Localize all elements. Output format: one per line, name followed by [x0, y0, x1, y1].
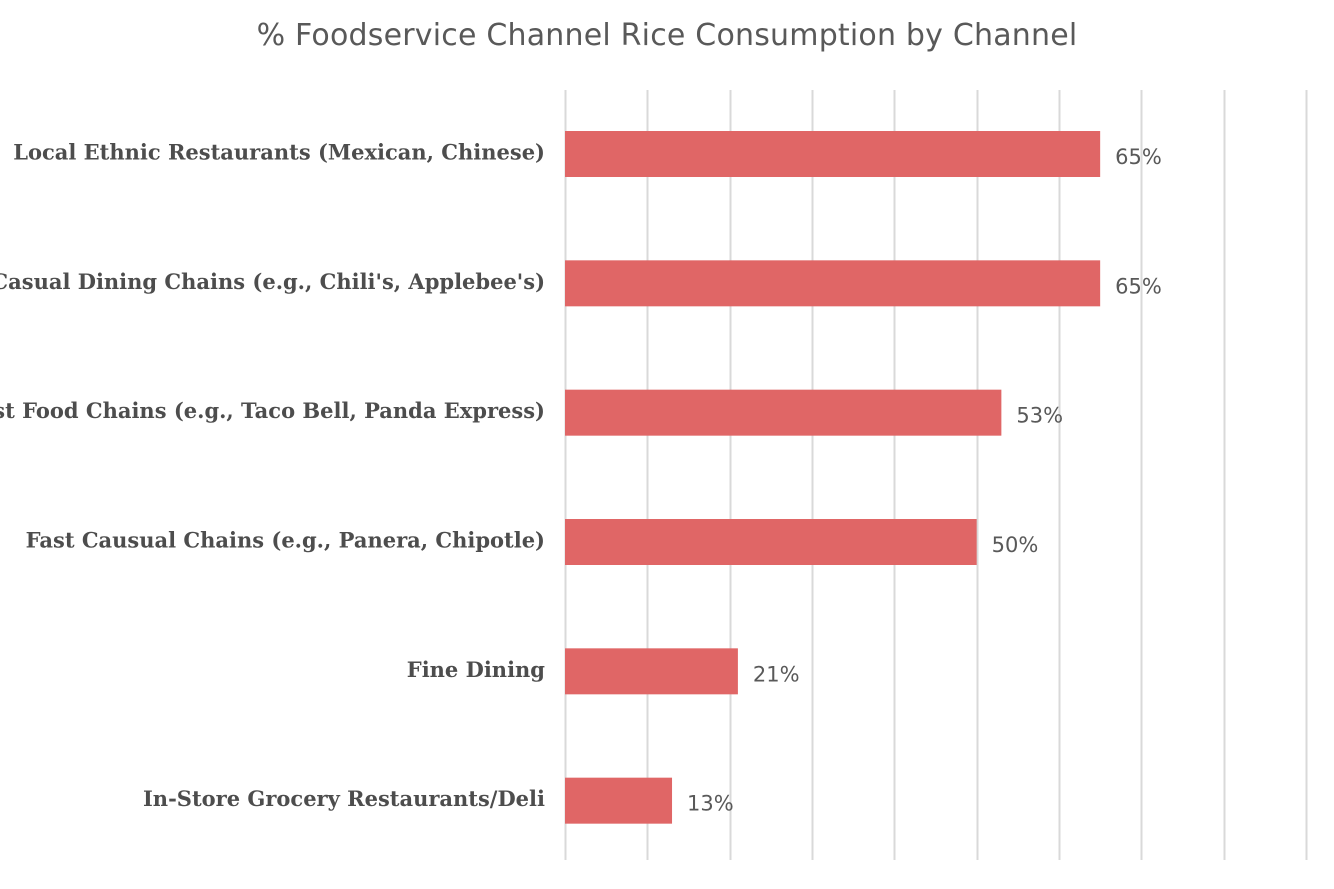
bar — [565, 131, 1101, 177]
value-label: 65% — [1115, 145, 1162, 169]
bar — [565, 260, 1101, 307]
grid-lines — [564, 90, 1308, 860]
category-label: Fast Food Chains (e.g., Taco Bell, Panda… — [0, 398, 545, 423]
bar — [565, 389, 1002, 436]
bar — [565, 777, 673, 824]
category-label: Fine Dining — [407, 657, 546, 682]
bar — [565, 648, 738, 695]
category-labels: Local Ethnic Restaurants (Mexican, Chine… — [0, 140, 545, 812]
category-label: Casual Dining Chains (e.g., Chili's, App… — [0, 269, 545, 294]
value-label: 50% — [992, 533, 1039, 557]
chart-title: % Foodservice Channel Rice Consumption b… — [256, 18, 1078, 53]
value-label: 21% — [753, 662, 800, 686]
category-label: Local Ethnic Restaurants (Mexican, Chine… — [13, 140, 545, 165]
bars — [565, 131, 1101, 824]
value-label: 13% — [687, 792, 734, 816]
category-label: Fast Causual Chains (e.g., Panera, Chipo… — [26, 528, 545, 553]
value-label: 53% — [1016, 404, 1063, 428]
value-labels: 65% 65% 53% 50% 21% 13% — [687, 145, 1162, 816]
bar — [565, 519, 977, 565]
category-label: In-Store Grocery Restaurants/Deli — [143, 786, 545, 811]
value-label: 65% — [1115, 274, 1162, 298]
